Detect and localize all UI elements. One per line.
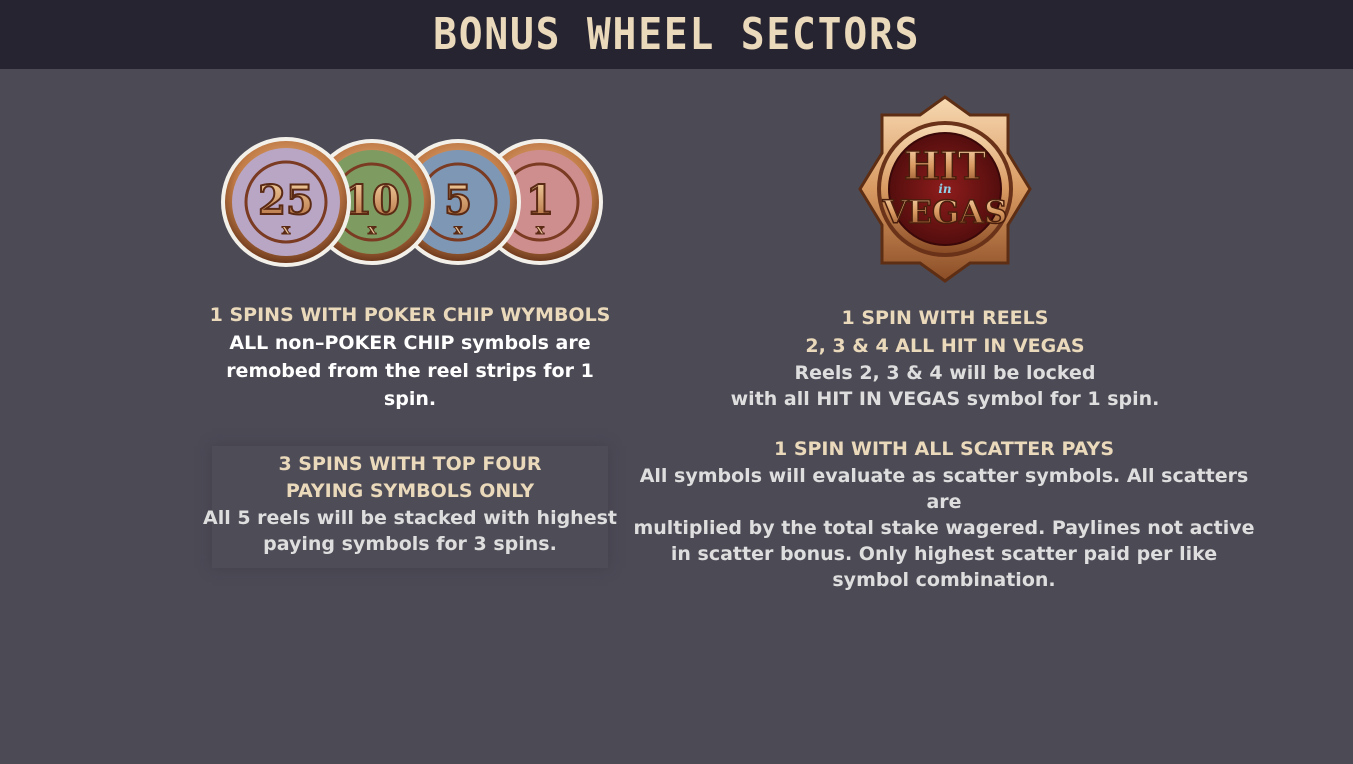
hit-in-vegas-sector: 1 SPIN WITH REELS 2, 3 & 4 ALL HIT IN VE… xyxy=(700,304,1190,412)
chip-multiplier: x xyxy=(536,222,545,238)
sector-heading: PAYING SYMBOLS ONLY xyxy=(285,480,535,502)
sector-description-line: with all HIT IN VEGAS symbol for 1 spin. xyxy=(730,388,1160,410)
sector-description-line: multiplied by the total stake wagered. P… xyxy=(633,517,1255,539)
poker-chip-sector: 1 SPINS WITH POKER CHIP WYMBOLS ALL non–… xyxy=(200,301,620,413)
header-bar: BONUS WHEEL SECTORS xyxy=(0,0,1353,69)
logo-in: in xyxy=(938,182,951,196)
top-four-panel xyxy=(212,446,608,568)
scatter-pays-sector: 1 SPIN WITH ALL SCATTER PAYS All symbols… xyxy=(630,435,1258,593)
chip-value: 25 xyxy=(258,177,314,224)
sector-description-line: remobed from the reel strips for 1 spin. xyxy=(226,360,594,410)
sector-description-line: in scatter bonus. Only highest scatter p… xyxy=(670,543,1218,565)
hit-in-vegas-logo: HIT in VEGAS xyxy=(858,95,1032,283)
chip-multiplier: x xyxy=(454,222,463,238)
chip-value: 1 xyxy=(526,177,554,224)
sector-description-line: All 5 reels will be stacked with highest xyxy=(202,507,617,529)
top-four-sector: 3 SPINS WITH TOP FOUR PAYING SYMBOLS ONL… xyxy=(200,450,620,557)
sector-description-line: All symbols will evaluate as scatter sym… xyxy=(639,465,1249,513)
sector-description-line: symbol combination. xyxy=(832,569,1056,591)
chip-value: 5 xyxy=(444,177,472,224)
sector-description-line: ALL non–POKER CHIP symbols are xyxy=(229,332,591,354)
logo-vegas: VEGAS xyxy=(882,193,1007,231)
sector-description-line: paying symbols for 3 spins. xyxy=(263,533,557,555)
chip-multiplier: x xyxy=(368,222,377,238)
chip-25x: 25 x xyxy=(221,137,351,267)
poker-chips-image: 1 x 5 x 10 x 25 x xyxy=(221,137,603,267)
sector-heading: 1 SPINS WITH POKER CHIP WYMBOLS xyxy=(209,304,611,326)
logo-hit: HIT xyxy=(904,143,986,188)
sector-heading: 1 SPIN WITH ALL SCATTER PAYS xyxy=(773,438,1114,460)
sector-heading: 1 SPIN WITH REELS xyxy=(841,307,1049,329)
sector-heading: 2, 3 & 4 ALL HIT IN VEGAS xyxy=(805,335,1085,357)
sector-heading: 3 SPINS WITH TOP FOUR xyxy=(278,453,542,475)
page-title: BONUS WHEEL SECTORS xyxy=(432,9,921,60)
chip-value: 10 xyxy=(344,177,400,224)
chip-multiplier: x xyxy=(282,222,291,238)
sector-description-line: Reels 2, 3 & 4 will be locked xyxy=(794,362,1096,384)
